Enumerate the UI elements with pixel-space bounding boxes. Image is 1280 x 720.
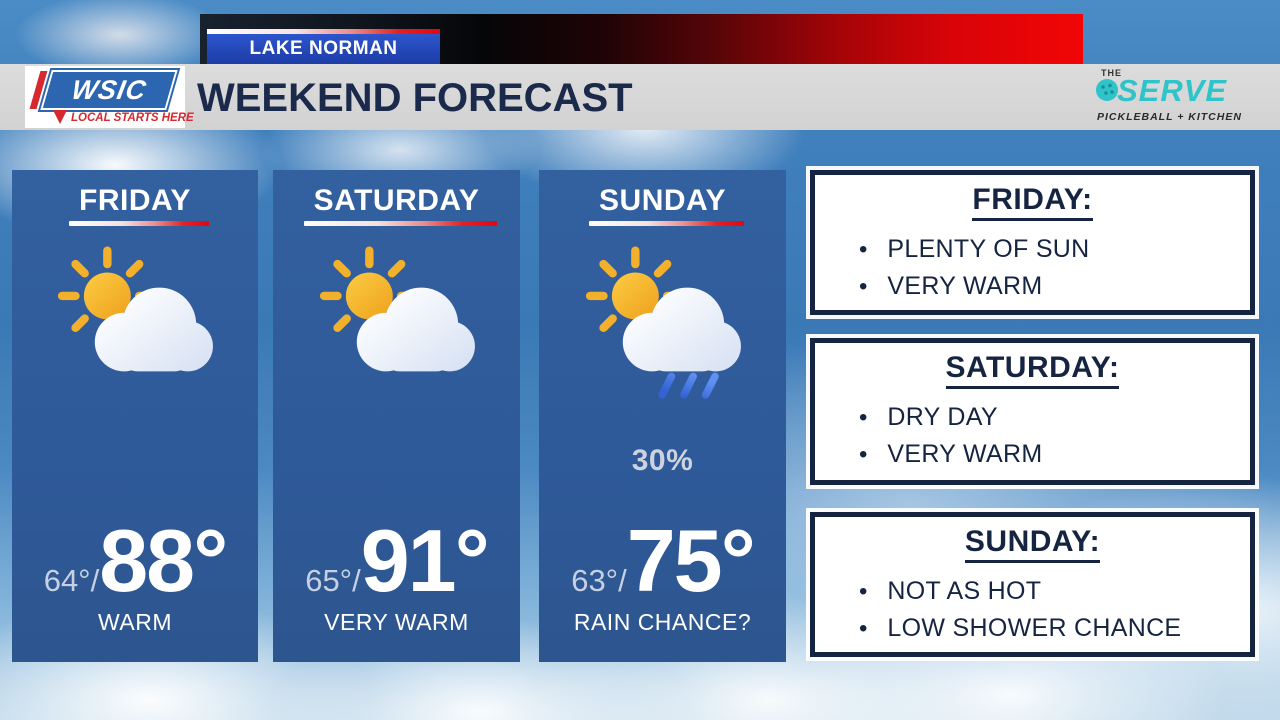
- temperatures: 63°/ 75°: [539, 510, 786, 610]
- list-item: • LOW SHOWER CHANCE: [859, 612, 1250, 645]
- wsic-tagline: LOCAL STARTS HERE: [71, 112, 194, 124]
- sun-behind-cloud-rain-icon: [585, 246, 741, 399]
- forecast-card-saturday: SATURDAY 65°/ 91° VERY WARM: [273, 170, 520, 662]
- detail-title: SUNDAY:: [964, 525, 1101, 563]
- sponsor-logo: THE SERVE PICKLEBALL + KITCHEN: [1085, 67, 1245, 127]
- condition-label: WARM: [98, 609, 172, 635]
- sponsor-prefix: THE: [1101, 68, 1122, 78]
- bullet-list: • PLENTY OF SUN • VERY WARM: [815, 233, 1250, 303]
- wsic-station-logo: WSIC LOCAL STARTS HERE: [25, 66, 194, 128]
- header-band: WSIC LOCAL STARTS HERE WEEKEND FORECAST …: [0, 64, 1280, 130]
- sun-behind-cloud-icon: [319, 246, 475, 372]
- high-temp: 75°: [626, 510, 756, 610]
- high-temp: 88°: [99, 510, 228, 610]
- detail-title: FRIDAY:: [972, 183, 1093, 221]
- day-title: SATURDAY: [303, 184, 498, 226]
- list-item: • PLENTY OF SUN: [859, 233, 1250, 266]
- page-title: WEEKEND FORECAST: [197, 76, 633, 120]
- bullet-icon: •: [859, 578, 868, 605]
- forecast-card-sunday: SUNDAY 30% 63°/ 75: [539, 170, 786, 662]
- bullet-icon: •: [859, 615, 868, 642]
- day-title-underline: [303, 221, 498, 226]
- wsic-badge: WSIC: [38, 68, 180, 112]
- sun-behind-cloud-icon: [57, 246, 213, 372]
- bullet-icon: •: [859, 441, 868, 468]
- detail-box-saturday: SATURDAY: • DRY DAY • VERY WARM: [810, 338, 1255, 485]
- bullet-list: • NOT AS HOT • LOW SHOWER CHANCE: [815, 575, 1250, 645]
- location-banner-accent-line: [207, 29, 440, 34]
- bullet-icon: •: [859, 404, 868, 431]
- wsic-tail-icon: [53, 110, 67, 124]
- list-item: • DRY DAY: [859, 401, 1250, 434]
- low-temp: 65°/: [305, 562, 361, 598]
- list-item: • VERY WARM: [859, 270, 1250, 303]
- detail-title: SATURDAY:: [945, 351, 1120, 389]
- day-title-underline: [589, 221, 744, 226]
- day-title-underline: [69, 221, 209, 226]
- condition-label: VERY WARM: [324, 609, 469, 635]
- bullet-icon: •: [859, 273, 868, 300]
- rain-drops: [657, 372, 719, 399]
- location-banner: LAKE NORMAN: [207, 29, 440, 64]
- wsic-name: WSIC: [69, 74, 150, 105]
- day-title: SUNDAY: [589, 184, 744, 226]
- temperatures: 64°/ 88°: [12, 510, 258, 610]
- temperatures: 65°/ 91°: [273, 510, 520, 610]
- condition-label: RAIN CHANCE?: [573, 609, 752, 635]
- sponsor-name: SERVE: [1117, 73, 1228, 108]
- list-item: • VERY WARM: [859, 438, 1250, 471]
- precip-chance: 30%: [631, 444, 694, 477]
- detail-box-friday: FRIDAY: • PLENTY OF SUN • VERY WARM: [810, 170, 1255, 315]
- location-label: LAKE NORMAN: [249, 38, 398, 59]
- high-temp: 91°: [360, 510, 490, 610]
- low-temp: 64°/: [43, 562, 100, 598]
- list-item: • NOT AS HOT: [859, 575, 1250, 608]
- bullet-icon: •: [859, 236, 868, 263]
- pickleball-icon: [1096, 79, 1118, 101]
- detail-box-sunday: SUNDAY: • NOT AS HOT • LOW SHOWER CHANCE: [810, 512, 1255, 657]
- forecast-card-friday: FRIDAY 64°/ 88° WARM: [12, 170, 258, 662]
- low-temp: 63°/: [571, 562, 627, 598]
- sponsor-subtitle: PICKLEBALL + KITCHEN: [1097, 111, 1242, 123]
- location-banner-box: LAKE NORMAN: [207, 34, 440, 64]
- day-title: FRIDAY: [69, 184, 209, 226]
- bullet-list: • DRY DAY • VERY WARM: [815, 401, 1250, 471]
